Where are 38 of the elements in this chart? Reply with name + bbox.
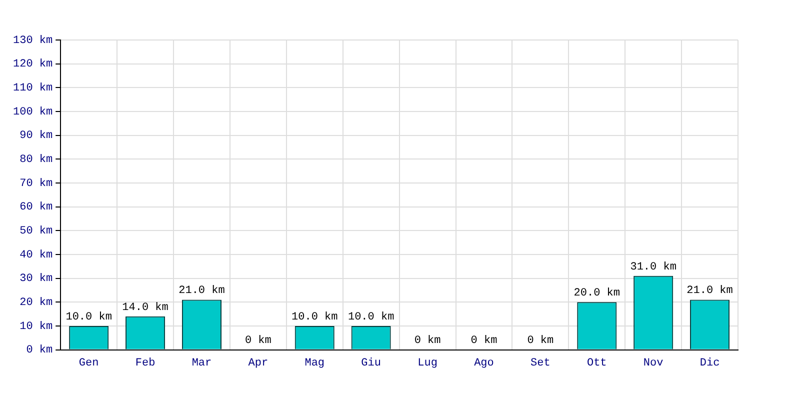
x-tick-label: Giu [361,357,381,370]
x-tick-label: Nov [643,357,664,370]
y-tick-label: 10 km [20,320,53,333]
data-label: 0 km [470,335,498,348]
y-tick-label: 50 km [20,226,53,238]
y-tick-label: 130 km [12,34,53,47]
x-tick-label: Apr [248,357,268,370]
y-tick-label: 80 km [20,154,53,166]
data-label: 0 km [527,335,554,348]
x-tick-label: Feb [135,357,156,370]
x-tick-label: Set [530,357,550,370]
x-tick-label: Lug [418,357,438,370]
data-label: 0 km [414,335,442,348]
data-label: 14.0 km [122,302,169,314]
y-tick-label: 0 km [26,344,54,357]
data-label: 20.0 km [574,288,620,300]
y-tick-label: 110 km [12,82,53,95]
y-tick-label: 20 km [20,297,53,310]
data-label: 10.0 km [292,311,338,324]
data-label: 0 km [244,335,272,348]
x-tick-label: Mag [304,357,325,370]
y-tick-label: 40 km [20,249,53,262]
y-tick-label: 90 km [20,130,53,142]
x-tick-label: Ago [474,357,494,370]
y-tick-label: 70 km [20,178,53,190]
y-tick-label: 30 km [20,273,53,286]
data-label: 10.0 km [66,311,112,324]
y-tick-label: 100 km [12,106,53,118]
y-tick-label: 60 km [20,202,53,214]
data-label: 21.0 km [686,285,734,298]
data-label: 21.0 km [178,285,226,298]
x-tick-label: Mar [192,357,212,370]
data-label: 31.0 km [630,261,677,274]
x-tick-label: Ott [586,357,607,370]
x-tick-label: Gen [78,357,99,370]
x-tick-label: Dic [700,357,720,370]
data-label: 10.0 km [348,311,395,324]
y-tick-label: 120 km [12,58,53,71]
